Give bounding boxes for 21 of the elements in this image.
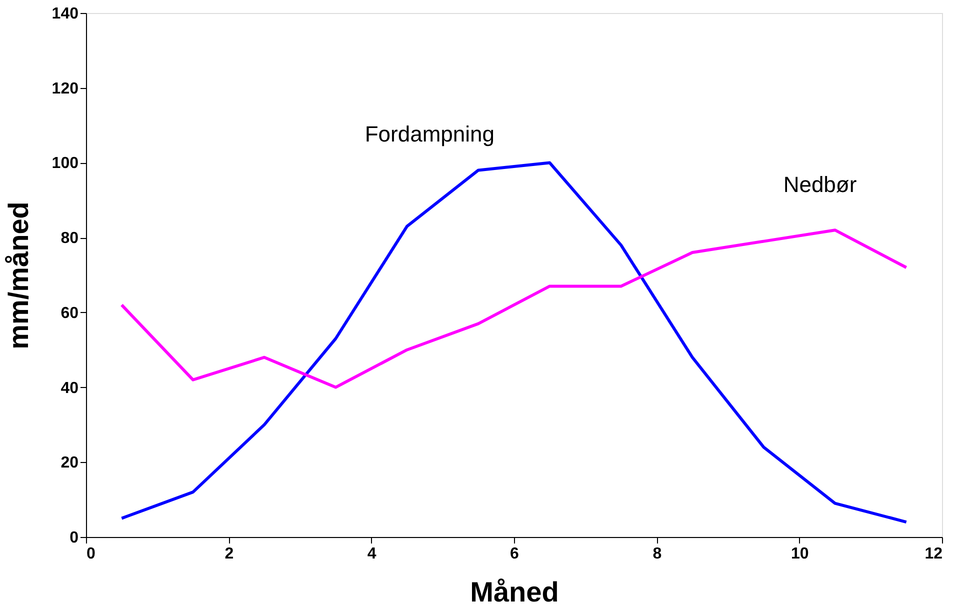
x-tick-label: 8 [652, 546, 662, 562]
y-axis-title: mm/måned [2, 202, 34, 350]
x-tick-label: 2 [224, 546, 234, 562]
line-series [120, 228, 908, 389]
x-axis-title: Måned [470, 576, 559, 608]
series-label: Fordampning [364, 122, 494, 147]
y-tick-label: 120 [52, 80, 79, 98]
x-tick-label: 4 [367, 546, 376, 562]
y-tick-label: 100 [52, 155, 79, 172]
x-tick-label: 10 [790, 546, 809, 562]
y-tick-label: 0 [70, 530, 79, 546]
y-tick-label: 80 [60, 230, 79, 248]
y-tick-label: 40 [60, 380, 79, 397]
x-tick-label: 0 [86, 546, 96, 562]
line-series [120, 161, 908, 524]
x-tick-label: 12 [924, 546, 943, 562]
y-tick-label: 60 [60, 304, 79, 322]
y-tick-label: 140 [52, 6, 79, 22]
x-tick-label: 6 [510, 546, 520, 562]
y-tick-label: 20 [60, 454, 79, 472]
series-label: Nedbør [783, 172, 857, 198]
